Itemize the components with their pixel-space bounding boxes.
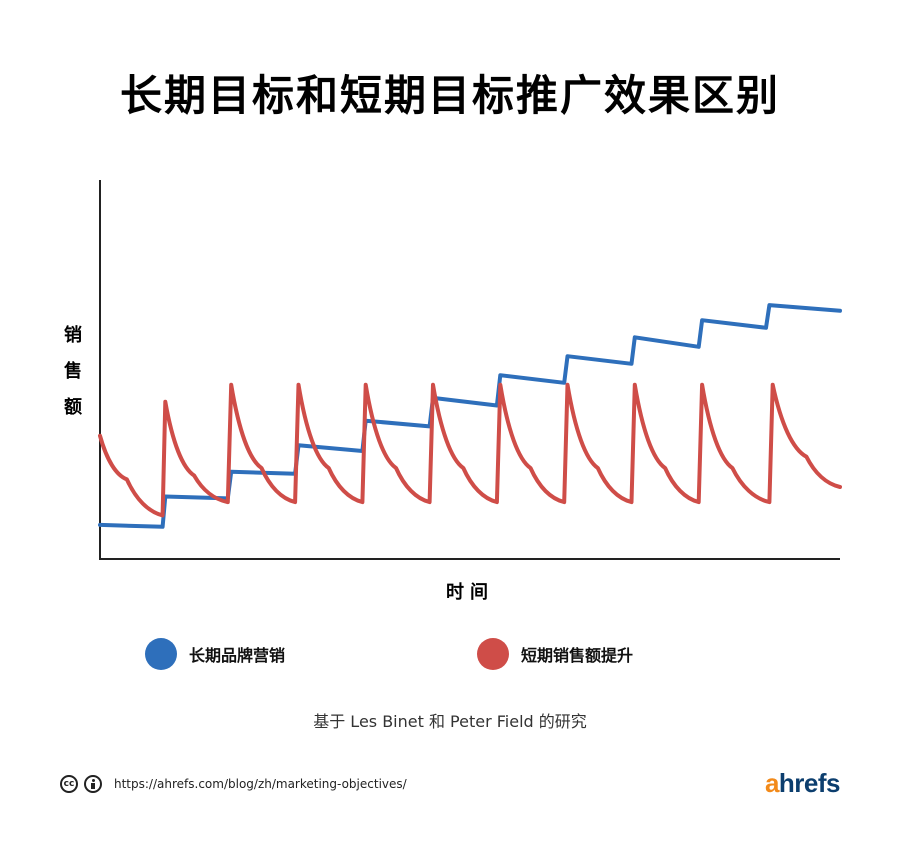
creative-commons-icon: cc [60,775,78,793]
chart-title: 长期目标和短期目标推广效果区别 [119,71,780,120]
legend-swatch-long-term [145,638,177,670]
ahrefs-logo: ahrefs [764,768,841,799]
logo-letter-a: a [764,768,779,798]
y-axis-label-char: 销 [64,325,82,346]
series-line-short-term [98,382,842,518]
footer: cc https://ahrefs.com/blog/zh/marketing-… [60,775,407,793]
series-layer [98,303,842,529]
y-axis-label: 销 售 额 [60,318,86,426]
source-url-link[interactable]: https://ahrefs.com/blog/zh/marketing-obj… [114,777,407,791]
legend-label-short-term: 短期销售额提升 [521,646,634,665]
source-note: 基于 Les Binet 和 Peter Field 的研究 [313,712,587,731]
attribution-icon [84,775,102,793]
chart-canvas [98,180,842,560]
y-axis-label-char: 额 [64,397,82,418]
legend-item-long-term: 长期品牌营销 [145,638,285,670]
x-axis-label: 时间 [446,582,494,603]
y-axis-label-char: 售 [64,361,82,382]
legend-label-long-term: 长期品牌营销 [189,646,286,665]
logo-text: hrefs [778,768,841,798]
legend-swatch-short-term [477,638,509,670]
legend-item-short-term: 短期销售额提升 [477,638,633,670]
